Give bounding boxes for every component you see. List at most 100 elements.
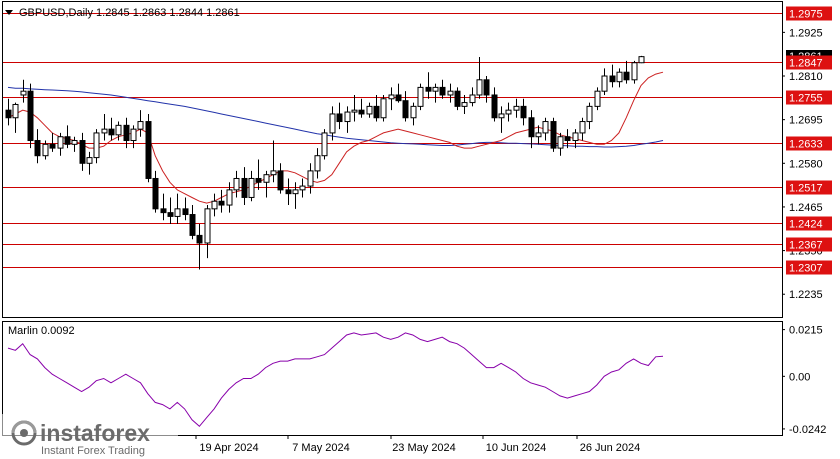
marlin-line bbox=[7, 332, 664, 428]
instaforex-logo-icon bbox=[11, 420, 37, 446]
chart-menu-triangle-icon[interactable] bbox=[5, 10, 13, 15]
candle-bull bbox=[329, 113, 336, 134]
candle-bull bbox=[366, 105, 373, 115]
candle-bull bbox=[174, 208, 181, 217]
level-label: 1.2755 bbox=[789, 93, 823, 105]
candle-bear bbox=[5, 109, 12, 119]
candle-bear bbox=[491, 94, 498, 119]
candle-bull bbox=[447, 90, 454, 96]
candle-bear bbox=[336, 113, 343, 123]
candle-bull bbox=[601, 75, 608, 92]
candle-bear bbox=[108, 128, 115, 136]
candle-bull bbox=[57, 136, 64, 149]
oscillator-label: Marlin 0.0092 bbox=[8, 325, 75, 337]
candle-bear bbox=[623, 71, 630, 81]
candle-bear bbox=[182, 208, 189, 216]
level-label-box bbox=[786, 180, 832, 195]
candle-bear bbox=[395, 94, 402, 102]
candle-bear bbox=[241, 177, 248, 198]
candle-bull bbox=[270, 170, 277, 176]
candle-bear bbox=[373, 105, 380, 119]
candle-bull bbox=[12, 103, 19, 119]
candle-bull bbox=[137, 121, 144, 130]
price-tick-label: 1.2235 bbox=[789, 289, 823, 301]
candle-bull bbox=[380, 98, 387, 119]
candle-bull bbox=[299, 185, 306, 191]
candle-bear bbox=[218, 200, 225, 206]
candle-bull bbox=[211, 200, 218, 210]
candle-bull bbox=[71, 140, 78, 145]
date-label: 23 May 2024 bbox=[392, 442, 456, 454]
level-label: 1.2633 bbox=[789, 139, 823, 151]
candle-bear bbox=[564, 136, 571, 142]
candle-bear bbox=[167, 212, 174, 217]
candle-bull bbox=[344, 111, 351, 123]
price-panel-frame bbox=[2, 1, 783, 318]
level-label: 1.2307 bbox=[789, 263, 823, 275]
level-label: 1.2975 bbox=[789, 9, 823, 21]
candle-bull bbox=[417, 86, 424, 107]
candle-bull bbox=[505, 109, 512, 115]
level-label: 1.2424 bbox=[789, 219, 823, 231]
symbol-info: GBPUSD,Daily 1.2845 1.2863 1.2844 1.2861 bbox=[19, 7, 240, 19]
candle-bear bbox=[277, 170, 284, 191]
osc-tick-label: 0.00 bbox=[789, 371, 810, 383]
candle-bull bbox=[476, 79, 483, 96]
candle-bull bbox=[616, 71, 623, 83]
osc-tick-label: -0.0242 bbox=[789, 424, 826, 436]
price-tick-label: 1.2810 bbox=[789, 71, 823, 83]
price-tick-label: 1.2465 bbox=[789, 202, 823, 214]
level-label: 1.2367 bbox=[789, 240, 823, 252]
candle-bear bbox=[123, 124, 130, 142]
candle-bear bbox=[520, 105, 527, 119]
candle-bull bbox=[594, 90, 601, 107]
candle-bull bbox=[432, 86, 439, 92]
candle-bear bbox=[402, 100, 409, 119]
candle-bear bbox=[285, 189, 292, 195]
candle-bull bbox=[557, 136, 564, 149]
candle-bull bbox=[513, 105, 520, 111]
level-label: 1.2517 bbox=[789, 183, 823, 195]
candle-bull bbox=[351, 109, 358, 113]
candle-bear bbox=[27, 90, 34, 142]
candle-bear bbox=[609, 75, 616, 83]
candle-bear bbox=[550, 121, 557, 149]
candle-bull bbox=[572, 132, 579, 142]
candle-bull bbox=[130, 128, 137, 142]
level-labels: 1.2975 1.2847 1.2755 1.2633 1.2517 1.2424 1.23… bbox=[786, 6, 832, 275]
candle-bull bbox=[292, 189, 299, 195]
candle-bull bbox=[307, 170, 314, 187]
watermark-brand: instaforex bbox=[40, 420, 150, 446]
candle-bear bbox=[79, 140, 86, 164]
level-label: 1.2847 bbox=[789, 58, 823, 70]
candle-bull bbox=[321, 132, 328, 157]
candle-bear bbox=[358, 109, 365, 115]
candle-bull bbox=[638, 56, 645, 64]
candle-bull bbox=[535, 132, 542, 138]
candle-bull bbox=[233, 177, 240, 191]
candle-bull bbox=[86, 157, 93, 164]
candle-bull bbox=[101, 128, 108, 134]
level-label-box bbox=[786, 216, 832, 231]
candle-bear bbox=[34, 140, 41, 157]
candle-bull bbox=[314, 155, 321, 172]
candle-bear bbox=[152, 177, 159, 210]
date-label: 10 Jun 2024 bbox=[486, 442, 547, 454]
date-axis: 19 Apr 2024 7 May 2024 23 May 2024 10 Jun 2… bbox=[195, 435, 641, 454]
candle-bear bbox=[145, 121, 152, 179]
candle-bull bbox=[93, 132, 100, 159]
candle-bull bbox=[248, 177, 255, 198]
level-label-box bbox=[786, 260, 832, 275]
candle-bull bbox=[586, 105, 593, 123]
candle-bear bbox=[160, 208, 167, 214]
level-label-box bbox=[786, 90, 832, 105]
date-label: 26 Jun 2024 bbox=[580, 442, 641, 454]
candle-bear bbox=[64, 136, 71, 145]
level-label-box bbox=[786, 136, 832, 151]
osc-tick-label: 0.0215 bbox=[789, 325, 823, 337]
candle-bull bbox=[631, 62, 638, 81]
candle-bear bbox=[49, 143, 56, 149]
date-label: 19 Apr 2024 bbox=[199, 442, 258, 454]
